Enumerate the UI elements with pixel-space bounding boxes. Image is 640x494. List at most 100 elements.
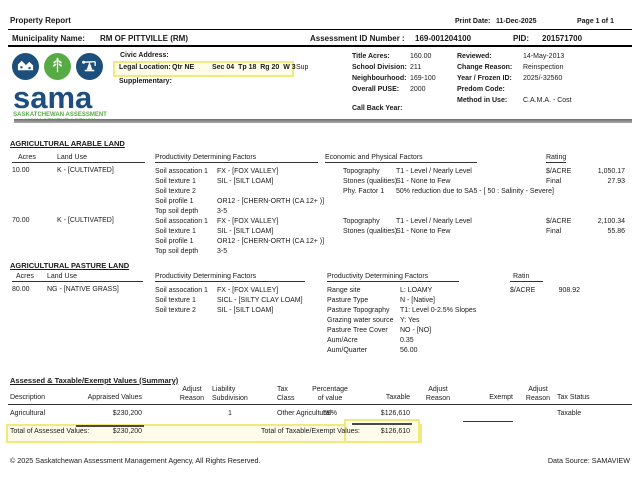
summary-header-tax-status: Tax Status bbox=[557, 394, 590, 401]
arable-header-epf: Economic and Physical Factors bbox=[325, 154, 477, 163]
field-value: SIL - [SILT LOAM] bbox=[217, 307, 274, 314]
header-line: Class bbox=[277, 394, 295, 402]
reviewed-value: 14-May-2013 bbox=[523, 53, 565, 60]
rating-value: 55.86 bbox=[607, 228, 625, 235]
legal-location-qtr: Qtr NE bbox=[172, 64, 195, 71]
field-label: Topography bbox=[343, 168, 380, 175]
pasture-row-pdf2-factors: Range site L: LOAMY Pasture Type N - [Nati… bbox=[327, 286, 476, 356]
arable-header-land-use: Land Use bbox=[57, 154, 145, 163]
legal-location-sec: Sec 04 Tp 18 Rg 20 W 3 bbox=[212, 64, 296, 71]
summary-header-taxable: Taxable bbox=[385, 394, 410, 401]
pasture-header-pdf2: Productivity Determining Factors bbox=[327, 273, 459, 282]
field-label: Range site bbox=[327, 287, 361, 294]
field-label: Pasture Type bbox=[327, 297, 369, 304]
arable-row-land-use: K - [CULTIVATED] bbox=[57, 167, 114, 174]
predom-code-label: Predom Code: bbox=[457, 86, 505, 93]
neighbourhood-label: Neighbourhood: bbox=[352, 75, 407, 82]
summary-row-taxable: $126,610 bbox=[380, 410, 410, 417]
header-line: Percentage bbox=[312, 386, 348, 393]
arable-row-acres: 70.00 bbox=[12, 217, 30, 224]
summary-row-liability: 1 bbox=[228, 410, 232, 417]
method-in-use-label: Method in Use: bbox=[457, 97, 508, 104]
arable-header-rating: Rating bbox=[546, 154, 567, 163]
rating-value: 908.92 bbox=[558, 287, 580, 294]
field-label: Soil assocation 1 bbox=[155, 218, 208, 225]
arable-row-pdf-factors: Soil assocation 1 FX - [FOX VALLEY] Soil … bbox=[155, 167, 324, 217]
field-label: Stones (qualities) bbox=[343, 228, 398, 235]
print-date-label: Print Date: bbox=[455, 18, 491, 25]
header-line: Liability bbox=[212, 386, 236, 393]
field-value: L: LOAMY bbox=[400, 287, 433, 294]
field-value: Y: Yes bbox=[400, 317, 420, 324]
total-assessed-value: $230,200 bbox=[112, 428, 142, 435]
header-line: Subdivision bbox=[212, 394, 248, 402]
year-frozen-id-value: 2025/-32560 bbox=[523, 75, 563, 82]
field-label: Phy. Factor 1 bbox=[343, 188, 385, 195]
legal-location-highlight bbox=[113, 61, 294, 77]
arable-row-acres: 10.00 bbox=[12, 167, 30, 174]
pasture-header-pdf1: Productivity Determining Factors bbox=[155, 273, 305, 282]
call-back-year-label: Call Back Year: bbox=[352, 105, 403, 112]
summary-header-exempt: Exempt bbox=[489, 394, 513, 401]
rating-label: $/ACRE bbox=[546, 218, 572, 225]
field-label: Aum/Acre bbox=[327, 337, 358, 344]
arable-header-pdf: Productivity Determining Factors bbox=[155, 154, 318, 163]
supplementary-label: Supplementary: bbox=[119, 78, 172, 85]
field-label: Soil assocation 1 bbox=[155, 287, 208, 294]
civic-address-label: Civic Address: bbox=[120, 52, 169, 59]
summary-header-appraised: Appraised Values bbox=[87, 394, 142, 401]
pasture-land-heading: AGRICULTURAL PASTURE LAND bbox=[10, 261, 130, 270]
page-title: Property Report bbox=[10, 16, 71, 25]
footer-data-source: Data Source: SAMAVIEW bbox=[548, 456, 630, 465]
field-label: Top soil depth bbox=[155, 208, 199, 215]
arable-land-heading: AGRICULTURAL ARABLE LAND bbox=[10, 139, 125, 148]
total-taxexempt-value: $126,610 bbox=[380, 428, 410, 435]
footer-source-label: Data Source: bbox=[547, 456, 590, 465]
rating-value: 1,050.17 bbox=[597, 168, 625, 175]
summary-header-adjust-reason-1: Adjust Reason bbox=[172, 386, 212, 403]
header-line: Reason bbox=[179, 394, 205, 402]
header-line: Reason bbox=[525, 394, 551, 402]
summary-row-tax-status: Taxable bbox=[557, 410, 582, 417]
logo-tagline-line1: SASKATCHEWAN ASSESSMENT bbox=[13, 112, 107, 118]
field-label: Soil profile 1 bbox=[155, 198, 194, 205]
field-label: Pasture Topography bbox=[327, 307, 390, 314]
summary-header-tax-class: Tax Class bbox=[277, 386, 295, 403]
summary-header-description: Description bbox=[10, 394, 46, 401]
field-label: Soil profile 1 bbox=[155, 238, 194, 245]
total-assessed-label: Total of Assessed Values: bbox=[10, 428, 90, 435]
field-label: Soil texture 1 bbox=[155, 297, 196, 304]
municipality-value: RM OF PITTVILLE (RM) bbox=[100, 34, 188, 43]
totals-row-highlight bbox=[6, 424, 422, 443]
field-label: Soil assocation 1 bbox=[155, 168, 208, 175]
school-division-value: 211 bbox=[410, 64, 422, 71]
field-label: Soil texture 2 bbox=[155, 307, 196, 314]
summary-row-percentage: 55% bbox=[322, 410, 337, 417]
header-line: Adjust bbox=[182, 386, 202, 393]
field-label: Aum/Quarter bbox=[327, 347, 368, 354]
overall-puse-value: 2000 bbox=[410, 86, 426, 93]
summary-header-rule bbox=[8, 404, 632, 405]
field-value: SICL - [SILTY CLAY LOAM] bbox=[217, 297, 303, 304]
municipality-label: Municipality Name: bbox=[12, 34, 85, 43]
pasture-header-rating: Ratin bbox=[510, 273, 543, 282]
field-label: Top soil depth bbox=[155, 248, 199, 255]
rating-label: Final bbox=[546, 228, 562, 235]
assessment-id-value: 169-001204100 bbox=[415, 34, 472, 43]
field-value: T1 - Level / Nearly Level bbox=[396, 218, 472, 225]
footer-source-value: SAMAVIEW bbox=[591, 456, 630, 465]
pasture-header-land-use: Land Use bbox=[47, 273, 143, 282]
year-frozen-id-label: Year / Frozen ID: bbox=[457, 75, 512, 82]
arable-row-epf-factors: Topography T1 - Level / Nearly Level Ston… bbox=[343, 217, 472, 237]
rating-label: $/ACRE bbox=[510, 287, 536, 294]
divider bbox=[8, 29, 632, 30]
oil-pumpjack-icon bbox=[80, 56, 99, 77]
legal-location-sup: Sup bbox=[296, 64, 309, 71]
summary-row-appraised: $230,200 bbox=[112, 410, 142, 417]
field-value: 56.00 bbox=[400, 347, 418, 354]
rating-value: 2,100.34 bbox=[597, 218, 625, 225]
arable-header-acres: Acres bbox=[12, 154, 58, 163]
page-number: Page 1 of 1 bbox=[577, 18, 614, 25]
field-value: T1: Level 0-2.5% Slopes bbox=[400, 307, 477, 314]
